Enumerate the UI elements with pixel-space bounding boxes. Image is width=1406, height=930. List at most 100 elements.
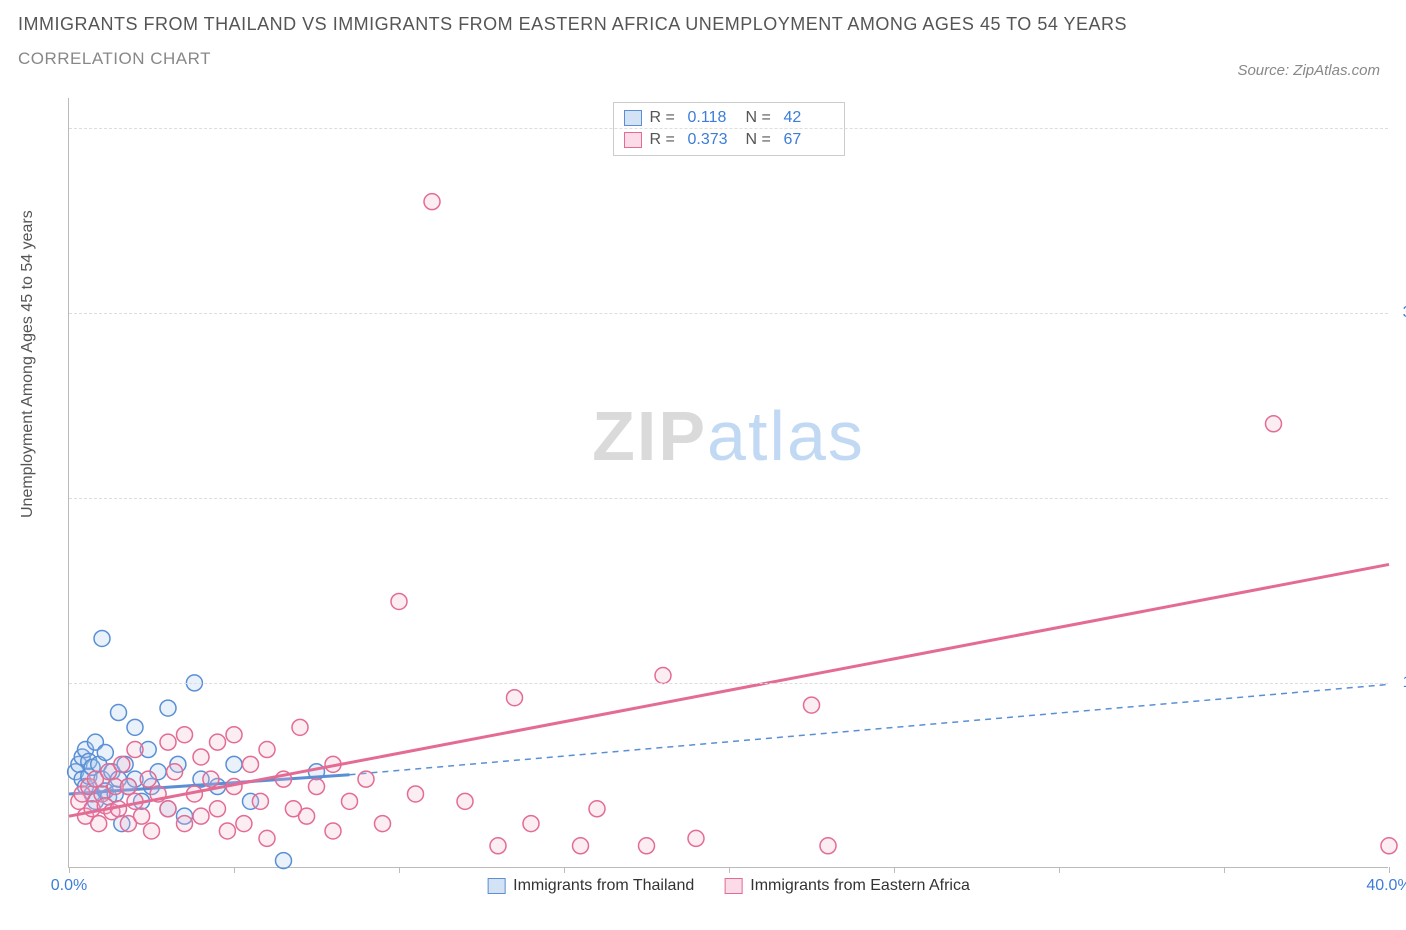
data-point	[210, 734, 226, 750]
data-point	[193, 749, 209, 765]
x-tick	[1059, 867, 1060, 873]
data-point	[114, 756, 130, 772]
data-point	[573, 838, 589, 854]
legend-item: Immigrants from Eastern Africa	[724, 877, 970, 895]
legend-swatch	[724, 878, 742, 894]
data-point	[358, 771, 374, 787]
data-point	[655, 668, 671, 684]
data-point	[97, 745, 113, 761]
x-tick	[729, 867, 730, 873]
stats-legend-row: R = 0.373 N = 67	[624, 129, 834, 151]
x-tick	[234, 867, 235, 873]
data-point	[342, 793, 358, 809]
grid-line	[69, 498, 1388, 499]
data-point	[111, 705, 127, 721]
data-point	[259, 830, 275, 846]
data-point	[160, 801, 176, 817]
data-point	[309, 779, 325, 795]
data-point	[820, 838, 836, 854]
data-point	[457, 793, 473, 809]
data-point	[226, 756, 242, 772]
data-point	[140, 771, 156, 787]
stat-label: N =	[746, 109, 776, 127]
data-point	[91, 816, 107, 832]
stats-legend-row: R = 0.118 N = 42	[624, 107, 834, 129]
data-point	[259, 742, 275, 758]
data-point	[94, 630, 110, 646]
data-point	[236, 816, 252, 832]
stat-value-n: 67	[784, 131, 834, 149]
stat-value-n: 42	[784, 109, 834, 127]
legend-item: Immigrants from Thailand	[487, 877, 694, 895]
y-tick-label: 12.5%	[1403, 674, 1406, 692]
stat-label: N =	[746, 131, 776, 149]
grid-line	[69, 128, 1388, 129]
data-point	[127, 719, 143, 735]
data-point	[252, 793, 268, 809]
data-point	[292, 719, 308, 735]
x-tick	[564, 867, 565, 873]
stat-value-r: 0.373	[688, 131, 738, 149]
data-point	[120, 779, 136, 795]
y-axis-title: Unemployment Among Ages 45 to 54 years	[19, 498, 37, 518]
grid-line	[69, 313, 1388, 314]
data-point	[243, 756, 259, 772]
data-point	[127, 742, 143, 758]
data-point	[804, 697, 820, 713]
data-point	[219, 823, 235, 839]
data-point	[299, 808, 315, 824]
data-point	[408, 786, 424, 802]
data-point	[160, 734, 176, 750]
data-point	[490, 838, 506, 854]
source-attribution: Source: ZipAtlas.com	[1237, 62, 1380, 79]
data-point	[507, 690, 523, 706]
x-tick	[69, 867, 70, 873]
chart-title: IMMIGRANTS FROM THAILAND VS IMMIGRANTS F…	[18, 14, 1406, 35]
data-point	[391, 593, 407, 609]
data-point	[424, 194, 440, 210]
plot-area: ZIPatlas R =0.118N =42R =0.373N =67 Immi…	[68, 98, 1388, 868]
data-point	[167, 764, 183, 780]
x-tick	[399, 867, 400, 873]
legend-label: Immigrants from Thailand	[513, 877, 694, 895]
data-point	[1381, 838, 1397, 854]
data-point	[523, 816, 539, 832]
grid-line	[69, 683, 1388, 684]
data-point	[276, 853, 292, 869]
trend-line-extension	[350, 684, 1390, 774]
data-point	[210, 801, 226, 817]
data-point	[639, 838, 655, 854]
data-point	[1266, 416, 1282, 432]
stat-label: R =	[650, 109, 680, 127]
x-tick-label: 40.0%	[1366, 877, 1406, 895]
scatter-plot-svg	[69, 98, 1388, 867]
x-tick-label: 0.0%	[51, 877, 87, 895]
x-tick	[894, 867, 895, 873]
series-legend: Immigrants from Thailand Immigrants from …	[487, 877, 970, 895]
legend-swatch	[624, 132, 642, 148]
legend-swatch	[624, 110, 642, 126]
data-point	[203, 771, 219, 787]
data-point	[144, 823, 160, 839]
data-point	[177, 816, 193, 832]
chart-container: Unemployment Among Ages 45 to 54 years Z…	[18, 98, 1388, 918]
y-tick-label: 37.5%	[1403, 304, 1406, 322]
legend-swatch	[487, 878, 505, 894]
stat-value-r: 0.118	[688, 109, 738, 127]
data-point	[688, 830, 704, 846]
data-point	[193, 808, 209, 824]
stats-legend: R = 0.118 N = 42 R = 0.373 N = 67	[613, 102, 845, 156]
x-tick	[1224, 867, 1225, 873]
data-point	[589, 801, 605, 817]
data-point	[226, 727, 242, 743]
stat-label: R =	[650, 131, 680, 149]
data-point	[160, 700, 176, 716]
data-point	[325, 823, 341, 839]
x-tick	[1389, 867, 1390, 873]
data-point	[134, 808, 150, 824]
data-point	[177, 727, 193, 743]
chart-subtitle: CORRELATION CHART	[18, 49, 1406, 69]
data-point	[375, 816, 391, 832]
legend-label: Immigrants from Eastern Africa	[750, 877, 970, 895]
trend-line	[69, 564, 1389, 816]
